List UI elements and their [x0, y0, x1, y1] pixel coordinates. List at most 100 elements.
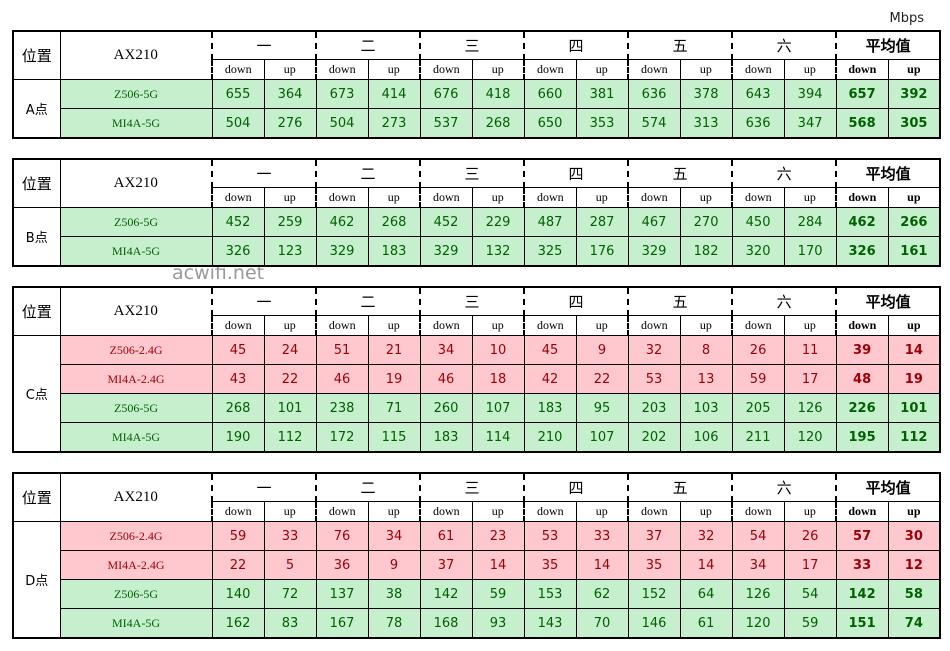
- device-name: MI4A-2.4G: [59, 364, 213, 394]
- value-cell: 45: [211, 335, 265, 365]
- device-label: AX210: [59, 158, 213, 208]
- group-header: 五: [627, 286, 733, 316]
- value-cell: 655: [211, 79, 265, 109]
- value-cell: 115: [367, 422, 421, 453]
- group-header: 三: [419, 30, 525, 60]
- value-cell: 10: [471, 335, 525, 365]
- subheader: up: [887, 501, 941, 522]
- group-header: 三: [419, 286, 525, 316]
- group-header: 三: [419, 472, 525, 502]
- value-cell: 19: [887, 364, 941, 394]
- subheader: up: [575, 501, 629, 522]
- data-row: MI4A-5G 504 276 504 273 537 268 650 353 574 313 636…: [13, 108, 941, 139]
- value-cell: 394: [783, 79, 837, 109]
- subheader: up: [471, 315, 525, 336]
- value-cell: 59: [731, 364, 785, 394]
- value-cell: 61: [679, 608, 733, 639]
- value-cell: 112: [263, 422, 317, 453]
- value-cell: 329: [419, 236, 473, 267]
- value-cell: 313: [679, 108, 733, 139]
- subheader: down: [211, 187, 265, 208]
- group-header: 六: [731, 472, 837, 502]
- subheader: up: [471, 501, 525, 522]
- subheader: down: [627, 59, 681, 80]
- data-table: 位置 AX210 一二三四五六平均值 down up down up down up down up…: [12, 30, 942, 139]
- value-cell: 673: [315, 79, 369, 109]
- data-row: Z506-5G 268 101 238 71 260 107 183 95 203 103 205 12…: [13, 393, 941, 423]
- value-cell: 46: [315, 364, 369, 394]
- group-header: 二: [315, 30, 421, 60]
- data-row: D点 Z506-2.4G 59 33 76 34 61 23 53 33 37 32 54 26 57 30: [12, 521, 941, 639]
- subheader: down: [627, 315, 681, 336]
- location-label: B点: [12, 207, 61, 267]
- value-cell: 211: [731, 422, 785, 453]
- value-cell: 452: [211, 207, 265, 237]
- value-cell: 504: [315, 108, 369, 139]
- subheader: up: [367, 501, 421, 522]
- value-cell: 487: [523, 207, 577, 237]
- value-cell: 14: [887, 335, 941, 365]
- value-cell: 14: [575, 550, 629, 580]
- value-cell: 58: [887, 579, 941, 609]
- subheader: up: [367, 187, 421, 208]
- data-row: C点 Z506-2.4G 45 24 51 21 34 10 45 9 32 8 26 11 39 14: [12, 335, 941, 453]
- value-cell: 195: [835, 422, 889, 453]
- value-cell: 74: [887, 608, 941, 639]
- value-cell: 54: [731, 521, 785, 551]
- value-cell: 537: [419, 108, 473, 139]
- value-cell: 176: [575, 236, 629, 267]
- value-cell: 57: [835, 521, 889, 551]
- subheader: down: [523, 501, 577, 522]
- value-cell: 101: [887, 393, 941, 423]
- device-label: AX210: [59, 286, 213, 336]
- value-cell: 504: [211, 108, 265, 139]
- value-cell: 22: [263, 364, 317, 394]
- value-cell: 266: [887, 207, 941, 237]
- subheader: down: [731, 501, 785, 522]
- value-cell: 183: [419, 422, 473, 453]
- device-name: Z506-2.4G: [59, 521, 213, 551]
- value-cell: 643: [731, 79, 785, 109]
- value-cell: 114: [471, 422, 525, 453]
- header-row: 位置 AX210 一二三四五六平均值: [12, 30, 941, 80]
- value-cell: 347: [783, 108, 837, 139]
- subheader: up: [783, 59, 837, 80]
- value-cell: 137: [315, 579, 369, 609]
- subheader: down: [523, 187, 577, 208]
- value-cell: 205: [731, 393, 785, 423]
- group-header: 平均值: [835, 472, 941, 502]
- subheader: down: [835, 501, 889, 522]
- value-cell: 21: [367, 335, 421, 365]
- value-cell: 39: [835, 335, 889, 365]
- watermark: acwifi.net: [172, 262, 265, 284]
- value-cell: 120: [783, 422, 837, 453]
- value-cell: 19: [367, 364, 421, 394]
- value-cell: 467: [627, 207, 681, 237]
- value-cell: 106: [679, 422, 733, 453]
- value-cell: 170: [783, 236, 837, 267]
- value-cell: 329: [315, 236, 369, 267]
- value-cell: 660: [523, 79, 577, 109]
- group-header: 一: [210, 472, 317, 502]
- value-cell: 43: [211, 364, 265, 394]
- value-cell: 54: [783, 579, 837, 609]
- value-cell: 42: [523, 364, 577, 394]
- value-cell: 462: [835, 207, 889, 237]
- value-cell: 5: [263, 550, 317, 580]
- value-cell: 11: [783, 335, 837, 365]
- value-cell: 13: [679, 364, 733, 394]
- value-cell: 71: [367, 393, 421, 423]
- value-cell: 72: [263, 579, 317, 609]
- subheader: down: [211, 59, 265, 80]
- subheader: up: [263, 501, 317, 522]
- group-header: 六: [731, 286, 837, 316]
- device-name: Z506-2.4G: [59, 335, 213, 365]
- value-cell: 146: [627, 608, 681, 639]
- group-header: 五: [627, 158, 733, 188]
- value-cell: 238: [315, 393, 369, 423]
- device-label: AX210: [59, 472, 213, 522]
- value-cell: 61: [419, 521, 473, 551]
- value-cell: 107: [575, 422, 629, 453]
- subheader-row: down up down up down up down up down up down up down…: [13, 501, 941, 522]
- value-cell: 51: [315, 335, 369, 365]
